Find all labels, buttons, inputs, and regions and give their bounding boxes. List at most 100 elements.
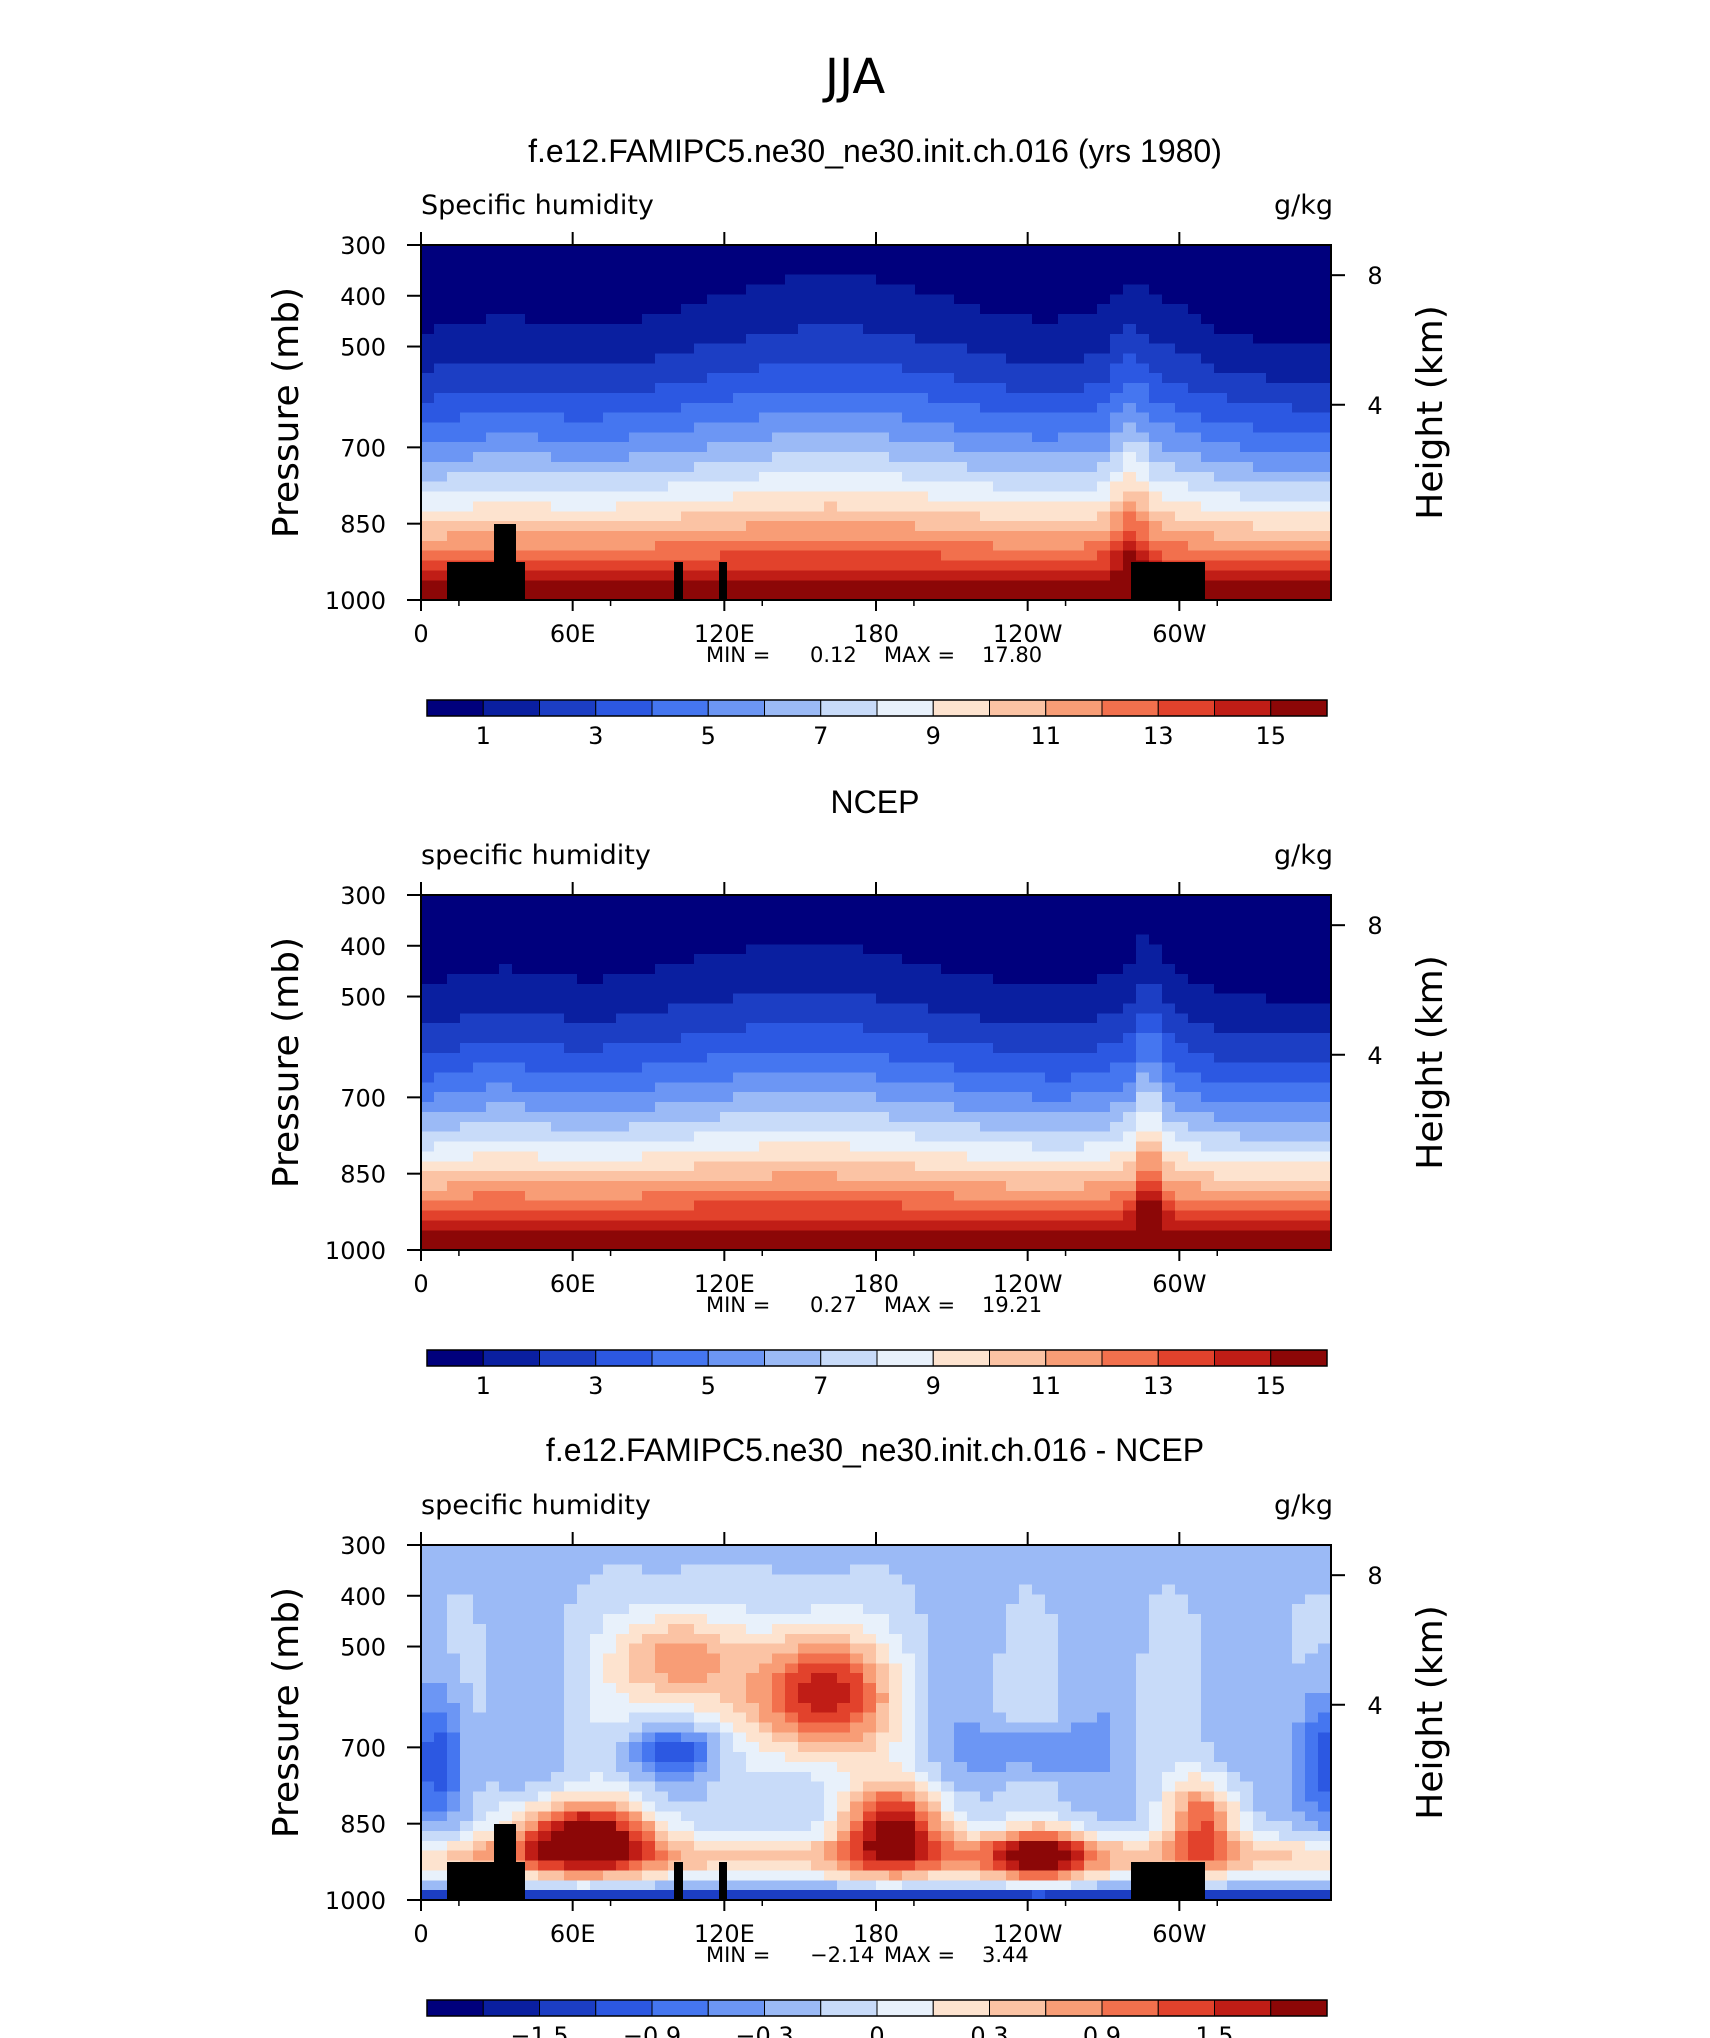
contour-cell — [772, 973, 786, 985]
contour-cell — [1149, 412, 1163, 424]
colorbar-swatch — [1214, 699, 1272, 717]
contour-cell — [499, 1042, 513, 1054]
contour-cell — [980, 964, 994, 975]
contour-cell — [642, 392, 656, 404]
contour-cell — [1253, 924, 1267, 936]
contour-cell — [837, 1111, 851, 1123]
contour-cell — [694, 530, 708, 542]
contour-cell — [1097, 245, 1111, 256]
contour-cell — [434, 1062, 448, 1074]
contour-cell — [525, 983, 539, 995]
contour-cell — [1240, 392, 1254, 404]
contour-cell — [642, 343, 656, 355]
contour-cell — [486, 1033, 500, 1044]
contour-cell — [681, 274, 695, 286]
contour-cell — [616, 1023, 630, 1034]
contour-cell — [1227, 254, 1241, 266]
contour-cell — [1201, 1131, 1215, 1143]
contour-cell — [720, 333, 734, 345]
contour-cell — [577, 1062, 591, 1074]
contour-cell — [616, 1210, 630, 1222]
contour-cell — [616, 481, 630, 493]
contour-cell — [1136, 284, 1150, 295]
contour-cell — [460, 511, 474, 522]
contour-cell — [1136, 1082, 1150, 1093]
contour-cell — [772, 471, 786, 483]
contour-cell — [499, 1052, 513, 1064]
contour-cell — [1097, 1082, 1111, 1093]
contour-cell — [590, 442, 604, 453]
contour-cell — [551, 895, 565, 906]
contour-cell — [1058, 422, 1072, 433]
contour-cell — [772, 1082, 786, 1093]
contour-cell — [473, 944, 487, 955]
contour-cell — [1266, 314, 1280, 325]
contour-cell — [759, 481, 773, 493]
contour-cell — [993, 392, 1007, 404]
contour-cell — [1162, 914, 1176, 926]
contour-cell — [1318, 1121, 1332, 1133]
contour-cell — [1032, 402, 1046, 414]
contour-cell — [785, 363, 799, 374]
contour-cell — [551, 924, 565, 936]
contour-cell — [1123, 254, 1137, 266]
contour-cell — [1292, 993, 1306, 1005]
contour-cell — [720, 1171, 734, 1182]
contour-cell — [1201, 1003, 1215, 1014]
contour-cell — [1305, 944, 1319, 955]
contour-cell — [447, 363, 461, 374]
contour-cell — [967, 1092, 981, 1103]
contour-cell — [603, 895, 617, 906]
contour-cell — [434, 363, 448, 374]
contour-cell — [577, 363, 591, 374]
contour-cell — [1110, 284, 1124, 295]
contour-cell — [1227, 491, 1241, 502]
contour-cell — [1006, 1141, 1020, 1152]
contour-cell — [1136, 432, 1150, 443]
contour-cell — [1188, 1013, 1202, 1024]
contour-cell — [720, 392, 734, 404]
contour-cell — [850, 1092, 864, 1103]
contour-cell — [902, 314, 916, 325]
contour-cell — [850, 983, 864, 995]
contour-cell — [694, 323, 708, 335]
contour-cell — [421, 491, 435, 502]
contour-cell — [720, 1161, 734, 1172]
contour-cell — [850, 1023, 864, 1034]
contour-cell — [1110, 461, 1124, 473]
contour-cell — [746, 560, 760, 572]
contour-cell — [824, 422, 838, 433]
contour-cell — [1045, 254, 1059, 266]
contour-cell — [889, 1052, 903, 1064]
contour-cell — [759, 1092, 773, 1103]
contour-cell — [850, 934, 864, 945]
contour-cell — [798, 264, 812, 276]
contour-cell — [512, 983, 526, 995]
contour-cell — [733, 1072, 747, 1083]
contour-cell — [616, 1092, 630, 1103]
contour-cell — [1058, 1062, 1072, 1074]
contour-cell — [863, 944, 877, 955]
contour-cell — [798, 461, 812, 473]
contour-cell — [486, 1013, 500, 1024]
contour-cell — [590, 304, 604, 315]
contour-cell — [1188, 954, 1202, 965]
contour-cell — [447, 1102, 461, 1113]
contour-cell — [889, 314, 903, 325]
contour-cell — [772, 1200, 786, 1212]
contour-cell — [1266, 471, 1280, 483]
stat-max-value: 17.80 — [982, 643, 1042, 667]
contour-cell — [564, 895, 578, 906]
contour-cell — [1266, 1102, 1280, 1113]
contour-cell — [798, 343, 812, 355]
contour-cell — [993, 1082, 1007, 1093]
contour-cell — [720, 521, 734, 532]
contour-cell — [1123, 501, 1137, 512]
contour-cell — [1240, 590, 1254, 601]
contour-cell — [460, 1003, 474, 1014]
contour-cell — [694, 944, 708, 955]
contour-cell — [746, 1062, 760, 1074]
contour-cell — [694, 1082, 708, 1093]
contour-cell — [746, 1171, 760, 1182]
contour-cell — [876, 245, 890, 256]
